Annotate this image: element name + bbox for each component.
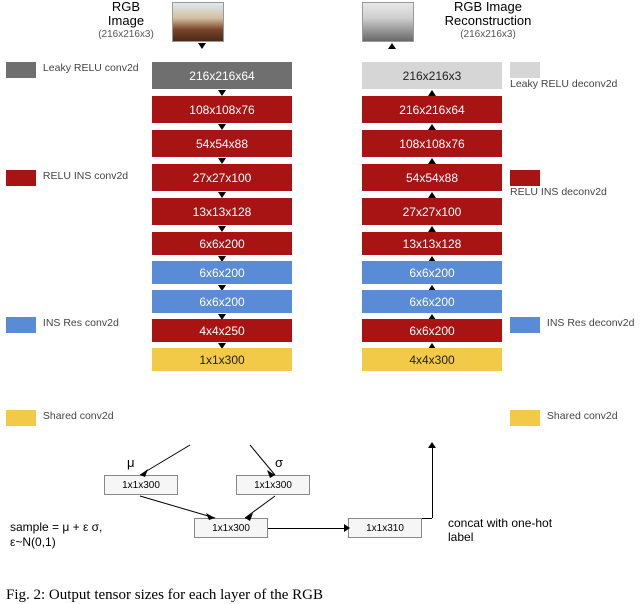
encoder-block-7: 6x6x200: [152, 290, 292, 313]
decoder-block-1: 216x216x64: [362, 96, 502, 123]
swatch-yellow: [6, 410, 36, 426]
output-title-1: RGB Image: [454, 0, 522, 14]
legend-left-1: Leaky RELU conv2d: [6, 62, 139, 78]
sample-to-concat-arrow: [344, 524, 350, 532]
swatch-yellow-r: [510, 410, 540, 426]
mu-box: 1x1x300: [104, 475, 178, 495]
sample-box: 1x1x300: [194, 518, 268, 538]
legend-right-2: RELU INS deconv2d: [510, 170, 640, 199]
encoder-block-5: 6x6x200: [152, 232, 292, 255]
concat-label: concat with one-hot label: [448, 516, 552, 545]
output-thumb: [362, 2, 414, 42]
encoder-column: 216x216x64 108x108x76 54x54x88 27x27x100 13x…: [152, 62, 292, 377]
output-title-2: Reconstruction: [445, 13, 532, 28]
legend-l1: Leaky RELU conv2d: [43, 62, 139, 75]
decoder-block-3: 54x54x88: [362, 164, 502, 191]
figure-caption: Fig. 2: Output tensor sizes for each lay…: [0, 583, 640, 604]
legend-left-3: INS Res conv2d: [6, 317, 119, 333]
sample-formula: sample = μ + ε σ, ε~N(0,1): [10, 520, 102, 550]
legend-r4: Shared conv2d: [547, 410, 618, 423]
output-arrow: [388, 43, 396, 49]
concat-l1: concat with one-hot: [448, 516, 552, 530]
legend-r2: RELU INS deconv2d: [510, 186, 607, 199]
sample-to-concat-line: [268, 528, 346, 529]
legend-right-1: Leaky RELU deconv2d: [510, 62, 640, 91]
input-label: RGB Image (216x216x3): [86, 0, 166, 40]
encoder-block-3: 27x27x100: [152, 164, 292, 191]
legend-right-3: INS Res deconv2d: [510, 317, 634, 333]
decoder-block-6: 6x6x200: [362, 261, 502, 284]
decoder-block-5: 13x13x128: [362, 232, 502, 255]
sigma-label: σ: [275, 455, 283, 470]
input-thumb: [172, 2, 224, 42]
swatch-blue: [6, 317, 36, 333]
decoder-column: 216x216x3 216x216x64 108x108x76 54x54x88 27x…: [362, 62, 502, 377]
swatch-ltgray: [510, 62, 540, 78]
encoder-block-4: 13x13x128: [152, 198, 292, 225]
swatch-red-r: [510, 170, 540, 186]
connectors-svg: [0, 0, 640, 604]
concat-up-line: [432, 448, 433, 518]
input-dims: (216x216x3): [86, 29, 166, 40]
decoder-block-8: 6x6x200: [362, 319, 502, 342]
legend-l3: INS Res conv2d: [43, 317, 119, 330]
mu-label: μ: [127, 455, 135, 470]
swatch-red: [6, 170, 36, 186]
sigma-box: 1x1x300: [236, 475, 310, 495]
concat-up-stub: [422, 518, 432, 519]
swatch-gray: [6, 62, 36, 78]
input-arrow: [198, 43, 206, 49]
legend-l4: Shared conv2d: [43, 410, 114, 423]
encoder-block-9: 1x1x300: [152, 348, 292, 371]
encoder-block-1: 108x108x76: [152, 96, 292, 123]
legend-left-2: RELU INS conv2d: [6, 170, 128, 186]
decoder-block-2: 108x108x76: [362, 130, 502, 157]
formula-l1: sample = μ + ε σ,: [10, 520, 102, 535]
concat-up-arrow: [428, 442, 436, 448]
output-dims: (216x216x3): [418, 29, 558, 40]
input-title-2: Image: [108, 13, 144, 28]
legend-r3: INS Res deconv2d: [547, 317, 635, 330]
encoder-block-2: 54x54x88: [152, 130, 292, 157]
concat-box: 1x1x310: [348, 518, 422, 538]
encoder-block-8: 4x4x250: [152, 319, 292, 342]
legend-l2: RELU INS conv2d: [43, 170, 128, 183]
encoder-block-6: 6x6x200: [152, 261, 292, 284]
decoder-block-4: 27x27x100: [362, 198, 502, 225]
decoder-block-7: 6x6x200: [362, 290, 502, 313]
output-label: RGB Image Reconstruction (216x216x3): [418, 0, 558, 40]
legend-left-4: Shared conv2d: [6, 410, 114, 426]
input-title-1: RGB: [112, 0, 140, 14]
concat-l2: label: [448, 530, 552, 544]
legend-right-4: Shared conv2d: [510, 410, 618, 426]
legend-r1: Leaky RELU deconv2d: [510, 78, 617, 91]
formula-l2: ε~N(0,1): [10, 535, 102, 550]
decoder-block-0: 216x216x3: [362, 62, 502, 89]
encoder-block-0: 216x216x64: [152, 62, 292, 89]
decoder-block-9: 4x4x300: [362, 348, 502, 371]
swatch-blue-r: [510, 317, 540, 333]
